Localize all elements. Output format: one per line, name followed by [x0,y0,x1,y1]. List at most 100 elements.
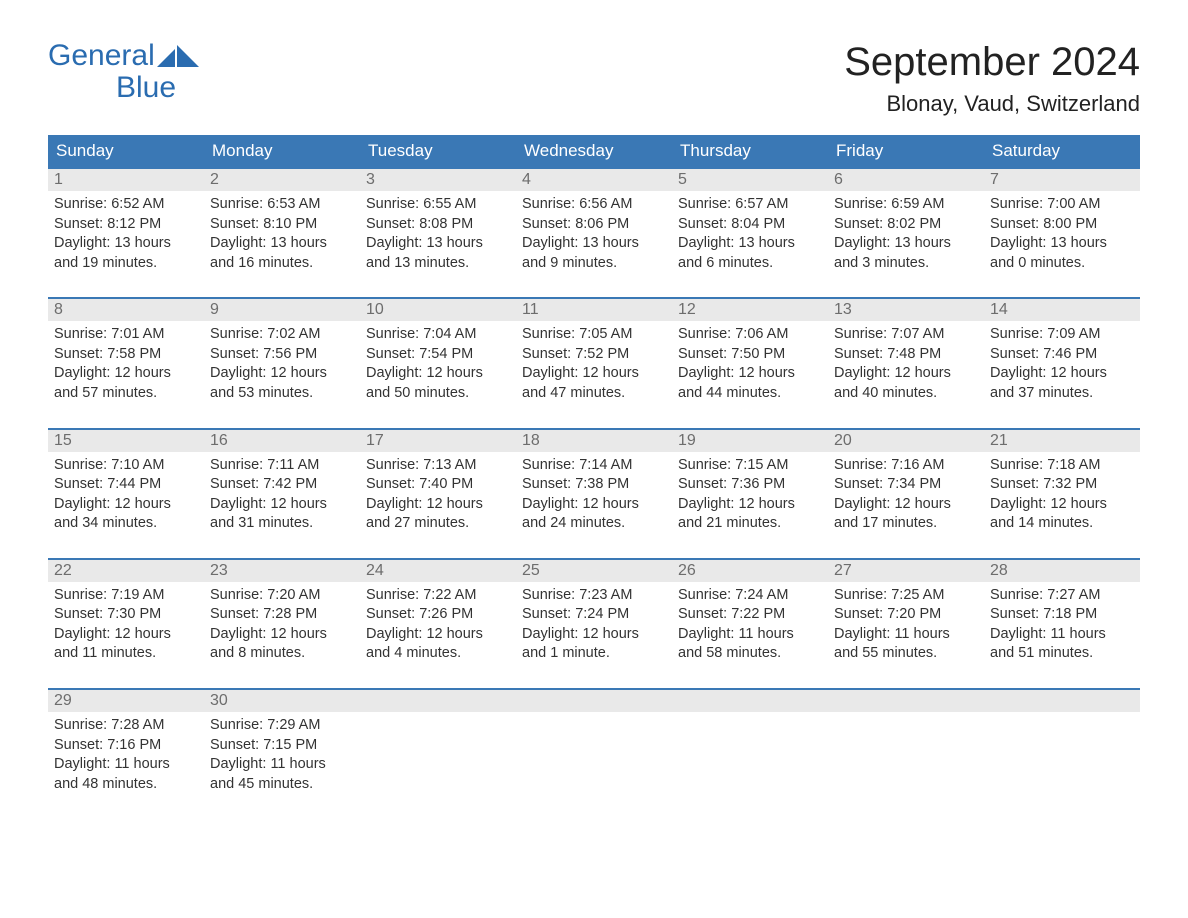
day-number: 17 [360,430,516,452]
calendar-cell [360,689,516,818]
day-details: Sunrise: 7:27 AMSunset: 7:18 PMDaylight:… [984,582,1140,688]
calendar-week-row: 8Sunrise: 7:01 AMSunset: 7:58 PMDaylight… [48,298,1140,428]
day-details: Sunrise: 7:01 AMSunset: 7:58 PMDaylight:… [48,321,204,427]
daylight-line: Daylight: 13 hours and 9 minutes. [522,234,666,273]
calendar-cell [672,689,828,818]
calendar-cell: 1Sunrise: 6:52 AMSunset: 8:12 PMDaylight… [48,168,204,298]
daylight-line: Daylight: 13 hours and 19 minutes. [54,234,198,273]
day-number: 7 [984,169,1140,191]
sunrise-line: Sunrise: 7:07 AM [834,325,978,345]
day-number: 26 [672,560,828,582]
calendar-cell: 25Sunrise: 7:23 AMSunset: 7:24 PMDayligh… [516,559,672,689]
calendar-cell: 20Sunrise: 7:16 AMSunset: 7:34 PMDayligh… [828,429,984,559]
sunset-line: Sunset: 7:48 PM [834,345,978,365]
calendar-cell [828,689,984,818]
day-details: Sunrise: 7:24 AMSunset: 7:22 PMDaylight:… [672,582,828,688]
sunset-line: Sunset: 7:16 PM [54,736,198,756]
sunrise-line: Sunrise: 6:53 AM [210,195,354,215]
day-number: 29 [48,690,204,712]
daylight-line: Daylight: 12 hours and 47 minutes. [522,364,666,403]
page-header: General Blue September 2024 Blonay, Vaud… [48,40,1140,117]
sunset-line: Sunset: 8:00 PM [990,215,1134,235]
weekday-header-row: Sunday Monday Tuesday Wednesday Thursday… [48,135,1140,168]
day-details: Sunrise: 7:00 AMSunset: 8:00 PMDaylight:… [984,191,1140,297]
calendar-cell: 27Sunrise: 7:25 AMSunset: 7:20 PMDayligh… [828,559,984,689]
daylight-line: Daylight: 12 hours and 31 minutes. [210,495,354,534]
calendar-cell: 7Sunrise: 7:00 AMSunset: 8:00 PMDaylight… [984,168,1140,298]
day-number: 28 [984,560,1140,582]
daylight-line: Daylight: 12 hours and 53 minutes. [210,364,354,403]
day-number: 25 [516,560,672,582]
month-title: September 2024 [844,40,1140,85]
day-details: Sunrise: 6:57 AMSunset: 8:04 PMDaylight:… [672,191,828,297]
day-details: Sunrise: 6:55 AMSunset: 8:08 PMDaylight:… [360,191,516,297]
calendar-cell: 19Sunrise: 7:15 AMSunset: 7:36 PMDayligh… [672,429,828,559]
weekday-header: Wednesday [516,135,672,168]
daylight-line: Daylight: 13 hours and 6 minutes. [678,234,822,273]
sunrise-line: Sunrise: 7:02 AM [210,325,354,345]
daylight-line: Daylight: 11 hours and 58 minutes. [678,625,822,664]
weekday-header: Sunday [48,135,204,168]
sunrise-line: Sunrise: 7:10 AM [54,456,198,476]
weekday-header: Tuesday [360,135,516,168]
daylight-line: Daylight: 12 hours and 40 minutes. [834,364,978,403]
sunset-line: Sunset: 7:42 PM [210,475,354,495]
weekday-header: Monday [204,135,360,168]
daylight-line: Daylight: 12 hours and 17 minutes. [834,495,978,534]
sunrise-line: Sunrise: 7:27 AM [990,586,1134,606]
day-details: Sunrise: 7:19 AMSunset: 7:30 PMDaylight:… [48,582,204,688]
daylight-line: Daylight: 12 hours and 8 minutes. [210,625,354,664]
calendar-cell: 21Sunrise: 7:18 AMSunset: 7:32 PMDayligh… [984,429,1140,559]
day-number: 2 [204,169,360,191]
sunrise-line: Sunrise: 7:00 AM [990,195,1134,215]
title-block: September 2024 Blonay, Vaud, Switzerland [844,40,1140,117]
day-number: 13 [828,299,984,321]
logo-flag-icon [157,45,199,67]
sunrise-line: Sunrise: 7:23 AM [522,586,666,606]
daylight-line: Daylight: 13 hours and 0 minutes. [990,234,1134,273]
sunset-line: Sunset: 7:34 PM [834,475,978,495]
sunset-line: Sunset: 7:54 PM [366,345,510,365]
day-number: 12 [672,299,828,321]
sunset-line: Sunset: 7:52 PM [522,345,666,365]
day-details: Sunrise: 7:05 AMSunset: 7:52 PMDaylight:… [516,321,672,427]
sunset-line: Sunset: 7:15 PM [210,736,354,756]
sunrise-line: Sunrise: 7:22 AM [366,586,510,606]
day-number: 19 [672,430,828,452]
day-number: 15 [48,430,204,452]
sunrise-line: Sunrise: 7:29 AM [210,716,354,736]
day-details: Sunrise: 7:29 AMSunset: 7:15 PMDaylight:… [204,712,360,818]
calendar-cell: 28Sunrise: 7:27 AMSunset: 7:18 PMDayligh… [984,559,1140,689]
sunset-line: Sunset: 7:36 PM [678,475,822,495]
calendar-cell: 2Sunrise: 6:53 AMSunset: 8:10 PMDaylight… [204,168,360,298]
day-number-empty [516,690,672,712]
day-details: Sunrise: 7:11 AMSunset: 7:42 PMDaylight:… [204,452,360,558]
daylight-line: Daylight: 12 hours and 34 minutes. [54,495,198,534]
day-number: 3 [360,169,516,191]
day-details: Sunrise: 7:18 AMSunset: 7:32 PMDaylight:… [984,452,1140,558]
sunset-line: Sunset: 7:30 PM [54,605,198,625]
calendar-cell: 18Sunrise: 7:14 AMSunset: 7:38 PMDayligh… [516,429,672,559]
sunset-line: Sunset: 7:38 PM [522,475,666,495]
day-details: Sunrise: 7:07 AMSunset: 7:48 PMDaylight:… [828,321,984,427]
daylight-line: Daylight: 11 hours and 45 minutes. [210,755,354,794]
daylight-line: Daylight: 11 hours and 48 minutes. [54,755,198,794]
sunrise-line: Sunrise: 7:25 AM [834,586,978,606]
sunset-line: Sunset: 7:26 PM [366,605,510,625]
day-number: 30 [204,690,360,712]
daylight-line: Daylight: 12 hours and 24 minutes. [522,495,666,534]
weekday-header: Saturday [984,135,1140,168]
calendar-cell: 8Sunrise: 7:01 AMSunset: 7:58 PMDaylight… [48,298,204,428]
calendar-cell: 12Sunrise: 7:06 AMSunset: 7:50 PMDayligh… [672,298,828,428]
daylight-line: Daylight: 13 hours and 3 minutes. [834,234,978,273]
daylight-line: Daylight: 12 hours and 21 minutes. [678,495,822,534]
calendar-cell: 14Sunrise: 7:09 AMSunset: 7:46 PMDayligh… [984,298,1140,428]
sunrise-line: Sunrise: 6:52 AM [54,195,198,215]
calendar-table: Sunday Monday Tuesday Wednesday Thursday… [48,135,1140,818]
day-number: 20 [828,430,984,452]
sunrise-line: Sunrise: 6:56 AM [522,195,666,215]
sunset-line: Sunset: 7:20 PM [834,605,978,625]
day-details: Sunrise: 7:22 AMSunset: 7:26 PMDaylight:… [360,582,516,688]
day-details: Sunrise: 6:52 AMSunset: 8:12 PMDaylight:… [48,191,204,297]
day-number: 9 [204,299,360,321]
